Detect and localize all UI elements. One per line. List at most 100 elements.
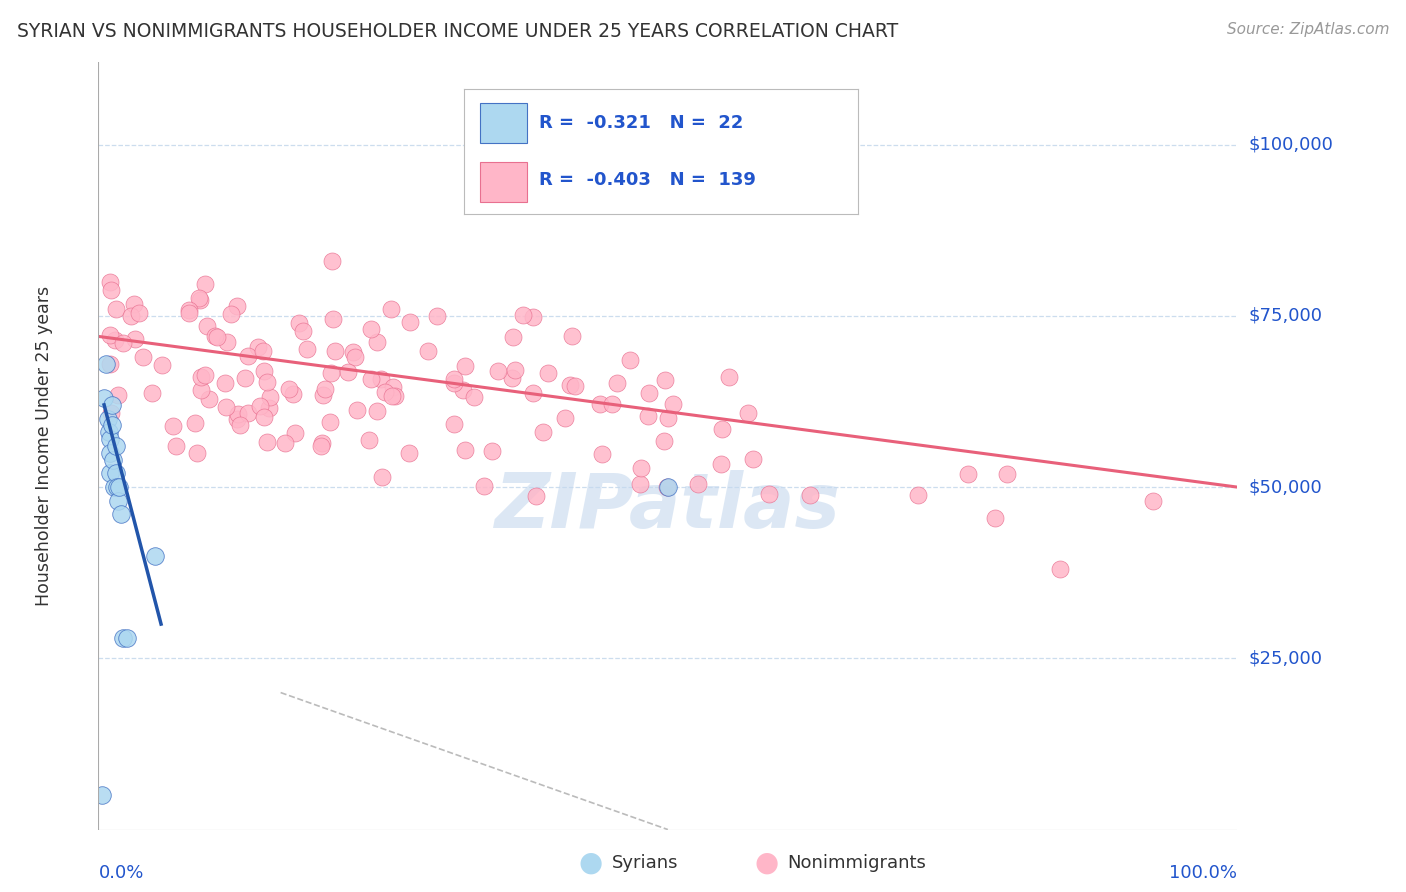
- Point: [443, 372, 465, 386]
- Point: [564, 379, 586, 393]
- Point: [107, 493, 129, 508]
- Point: [131, 350, 153, 364]
- Text: ●: ●: [578, 848, 603, 877]
- Point: [336, 365, 359, 379]
- Point: [522, 310, 544, 324]
- Point: [98, 328, 121, 343]
- Point: [524, 489, 547, 503]
- Point: [104, 467, 127, 481]
- Point: [619, 352, 641, 367]
- Text: Syrians: Syrians: [612, 854, 678, 871]
- Point: [179, 303, 201, 318]
- Point: [195, 319, 218, 334]
- Point: [657, 480, 679, 494]
- Point: [371, 470, 394, 484]
- Point: [98, 357, 121, 371]
- Point: [366, 404, 388, 418]
- Point: [314, 382, 336, 396]
- Point: [381, 380, 404, 394]
- Point: [323, 344, 346, 359]
- Point: [637, 409, 659, 423]
- Point: [112, 631, 135, 645]
- Text: Nonimmigrants: Nonimmigrants: [787, 854, 927, 871]
- Point: [512, 308, 534, 322]
- FancyBboxPatch shape: [479, 103, 527, 143]
- Point: [344, 350, 367, 364]
- Point: [652, 434, 675, 448]
- Point: [188, 293, 211, 307]
- Point: [257, 401, 280, 415]
- Point: [360, 372, 382, 386]
- Point: [503, 363, 526, 377]
- Point: [399, 315, 422, 329]
- Point: [252, 343, 274, 358]
- Point: [637, 386, 659, 401]
- Point: [531, 425, 554, 440]
- Point: [115, 631, 138, 645]
- Point: [108, 480, 131, 494]
- Point: [907, 487, 929, 501]
- Text: 100.0%: 100.0%: [1170, 864, 1237, 882]
- Point: [249, 399, 271, 413]
- Text: $100,000: $100,000: [1249, 136, 1333, 153]
- Point: [111, 335, 134, 350]
- Point: [502, 330, 524, 344]
- Point: [957, 467, 980, 481]
- Point: [278, 382, 301, 396]
- FancyBboxPatch shape: [479, 161, 527, 202]
- Point: [128, 306, 150, 320]
- Point: [103, 452, 125, 467]
- Point: [187, 291, 209, 305]
- Point: [453, 442, 475, 457]
- Point: [253, 410, 276, 425]
- Point: [162, 419, 184, 434]
- Point: [416, 343, 439, 358]
- Point: [737, 406, 759, 420]
- Point: [342, 345, 364, 359]
- Text: $25,000: $25,000: [1249, 649, 1323, 667]
- Point: [194, 368, 217, 382]
- Point: [226, 299, 249, 313]
- Point: [256, 376, 278, 390]
- Point: [273, 435, 295, 450]
- Point: [718, 370, 741, 384]
- Point: [141, 386, 163, 401]
- Point: [381, 389, 404, 403]
- Point: [96, 411, 118, 425]
- Point: [259, 390, 281, 404]
- Point: [292, 324, 315, 338]
- Point: [104, 302, 127, 317]
- Point: [357, 433, 380, 447]
- Text: 0.0%: 0.0%: [98, 864, 143, 882]
- Point: [93, 391, 115, 405]
- Point: [226, 407, 249, 421]
- Point: [443, 417, 465, 432]
- Point: [90, 789, 112, 803]
- Point: [105, 480, 128, 494]
- Point: [589, 397, 612, 411]
- Point: [688, 476, 710, 491]
- Point: [799, 487, 821, 501]
- Point: [120, 309, 142, 323]
- Point: [100, 406, 122, 420]
- Point: [319, 415, 342, 429]
- Text: ●: ●: [754, 848, 779, 877]
- Point: [522, 385, 544, 400]
- Point: [628, 477, 651, 491]
- Point: [380, 302, 402, 317]
- Point: [309, 439, 332, 453]
- Point: [443, 376, 465, 390]
- Point: [204, 329, 226, 343]
- Point: [311, 436, 333, 450]
- Point: [152, 358, 174, 372]
- Point: [124, 332, 146, 346]
- Point: [366, 335, 388, 350]
- Point: [190, 370, 212, 384]
- Point: [281, 386, 304, 401]
- Point: [374, 384, 396, 399]
- Point: [165, 439, 187, 453]
- Point: [97, 425, 120, 440]
- Point: [229, 418, 252, 433]
- Point: [101, 418, 124, 433]
- Point: [710, 458, 733, 472]
